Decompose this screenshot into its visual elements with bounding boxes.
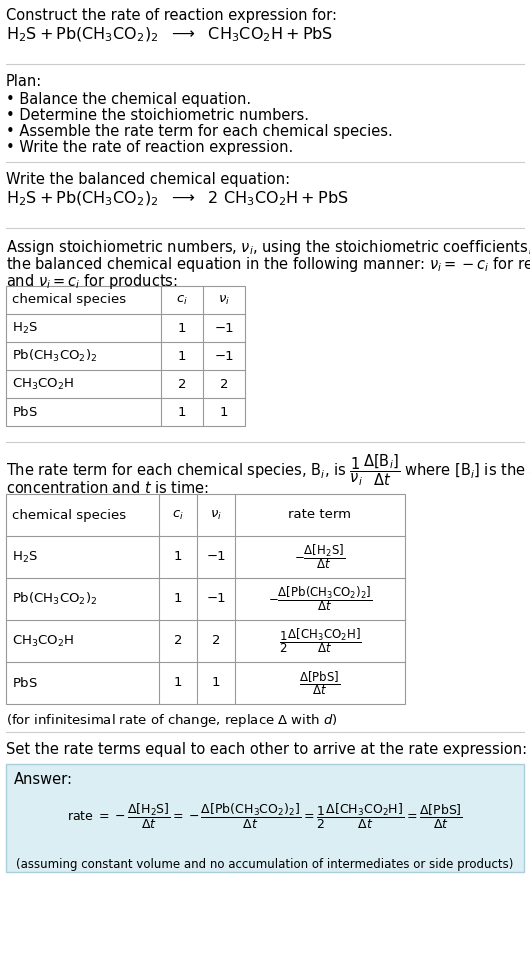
Text: 2: 2 bbox=[220, 378, 228, 390]
Text: 1: 1 bbox=[212, 676, 220, 689]
Text: −1: −1 bbox=[214, 321, 234, 335]
Text: • Balance the chemical equation.: • Balance the chemical equation. bbox=[6, 92, 251, 107]
Text: Answer:: Answer: bbox=[14, 772, 73, 787]
Text: (for infinitesimal rate of change, replace Δ with $d$): (for infinitesimal rate of change, repla… bbox=[6, 712, 338, 729]
Text: chemical species: chemical species bbox=[12, 294, 126, 306]
Text: $\mathrm{CH_3CO_2H}$: $\mathrm{CH_3CO_2H}$ bbox=[12, 377, 74, 391]
Bar bbox=[6, 494, 405, 704]
Text: Write the balanced chemical equation:: Write the balanced chemical equation: bbox=[6, 172, 290, 187]
Text: Plan:: Plan: bbox=[6, 74, 42, 89]
Text: $\mathrm{PbS}$: $\mathrm{PbS}$ bbox=[12, 405, 38, 419]
Text: 2: 2 bbox=[174, 634, 182, 647]
Text: rate term: rate term bbox=[288, 508, 351, 521]
Text: concentration and $t$ is time:: concentration and $t$ is time: bbox=[6, 480, 209, 496]
Text: Set the rate terms equal to each other to arrive at the rate expression:: Set the rate terms equal to each other t… bbox=[6, 742, 527, 757]
Text: −1: −1 bbox=[214, 349, 234, 362]
Text: 2: 2 bbox=[178, 378, 186, 390]
Text: 2: 2 bbox=[212, 634, 220, 647]
Text: $\nu_i$: $\nu_i$ bbox=[210, 508, 222, 521]
Text: 1: 1 bbox=[220, 405, 228, 419]
Text: −1: −1 bbox=[206, 550, 226, 563]
Text: • Determine the stoichiometric numbers.: • Determine the stoichiometric numbers. bbox=[6, 108, 309, 123]
Text: Construct the rate of reaction expression for:: Construct the rate of reaction expressio… bbox=[6, 8, 337, 23]
Text: $-\dfrac{\Delta[\mathrm{Pb(CH_3CO_2)_2}]}{\Delta t}$: $-\dfrac{\Delta[\mathrm{Pb(CH_3CO_2)_2}]… bbox=[268, 585, 372, 613]
Text: $\mathrm{H_2S}$: $\mathrm{H_2S}$ bbox=[12, 549, 38, 564]
Text: 1: 1 bbox=[178, 321, 186, 335]
Text: $c_i$: $c_i$ bbox=[176, 294, 188, 306]
Bar bbox=[6, 286, 245, 426]
Text: $\dfrac{1}{2}\dfrac{\Delta[\mathrm{CH_3CO_2H}]}{\Delta t}$: $\dfrac{1}{2}\dfrac{\Delta[\mathrm{CH_3C… bbox=[279, 627, 361, 656]
Text: • Assemble the rate term for each chemical species.: • Assemble the rate term for each chemic… bbox=[6, 124, 393, 139]
Text: 1: 1 bbox=[174, 550, 182, 563]
Text: Assign stoichiometric numbers, $\nu_i$, using the stoichiometric coefficients, $: Assign stoichiometric numbers, $\nu_i$, … bbox=[6, 238, 530, 257]
Text: $\dfrac{\Delta[\mathrm{PbS}]}{\Delta t}$: $\dfrac{\Delta[\mathrm{PbS}]}{\Delta t}$ bbox=[299, 670, 341, 697]
Text: chemical species: chemical species bbox=[12, 508, 126, 521]
Text: 1: 1 bbox=[178, 349, 186, 362]
Text: $\mathrm{H_2S + Pb(CH_3CO_2)_2 \ \ \longrightarrow \ \ 2\ CH_3CO_2H + PbS}$: $\mathrm{H_2S + Pb(CH_3CO_2)_2 \ \ \long… bbox=[6, 190, 349, 209]
Text: (assuming constant volume and no accumulation of intermediates or side products): (assuming constant volume and no accumul… bbox=[16, 858, 514, 871]
Text: $\mathrm{H_2S}$: $\mathrm{H_2S}$ bbox=[12, 320, 38, 336]
Text: −1: −1 bbox=[206, 592, 226, 605]
Text: $\mathrm{PbS}$: $\mathrm{PbS}$ bbox=[12, 676, 38, 690]
Text: $\nu_i$: $\nu_i$ bbox=[218, 294, 230, 306]
Text: $\mathrm{H_2S + Pb(CH_3CO_2)_2 \ \ \longrightarrow \ \ CH_3CO_2H + PbS}$: $\mathrm{H_2S + Pb(CH_3CO_2)_2 \ \ \long… bbox=[6, 26, 333, 44]
Text: and $\nu_i = c_i$ for products:: and $\nu_i = c_i$ for products: bbox=[6, 272, 178, 291]
Text: • Write the rate of reaction expression.: • Write the rate of reaction expression. bbox=[6, 140, 293, 155]
Text: the balanced chemical equation in the following manner: $\nu_i = -c_i$ for react: the balanced chemical equation in the fo… bbox=[6, 255, 530, 274]
Text: $c_i$: $c_i$ bbox=[172, 508, 184, 521]
Text: $\mathrm{Pb(CH_3CO_2)_2}$: $\mathrm{Pb(CH_3CO_2)_2}$ bbox=[12, 590, 98, 607]
Text: 1: 1 bbox=[174, 676, 182, 689]
Text: $-\dfrac{\Delta[\mathrm{H_2S}]}{\Delta t}$: $-\dfrac{\Delta[\mathrm{H_2S}]}{\Delta t… bbox=[295, 543, 346, 571]
Text: 1: 1 bbox=[178, 405, 186, 419]
FancyBboxPatch shape bbox=[6, 764, 524, 872]
Text: $\mathrm{Pb(CH_3CO_2)_2}$: $\mathrm{Pb(CH_3CO_2)_2}$ bbox=[12, 348, 98, 364]
Text: $\mathrm{CH_3CO_2H}$: $\mathrm{CH_3CO_2H}$ bbox=[12, 633, 74, 648]
Text: The rate term for each chemical species, $\mathrm{B}_i$, is $\dfrac{1}{\nu_i}\df: The rate term for each chemical species,… bbox=[6, 452, 530, 488]
Text: 1: 1 bbox=[174, 592, 182, 605]
Text: rate $= -\dfrac{\Delta[\mathrm{H_2S}]}{\Delta t} = -\dfrac{\Delta[\mathrm{Pb(CH_: rate $= -\dfrac{\Delta[\mathrm{H_2S}]}{\… bbox=[67, 801, 463, 831]
